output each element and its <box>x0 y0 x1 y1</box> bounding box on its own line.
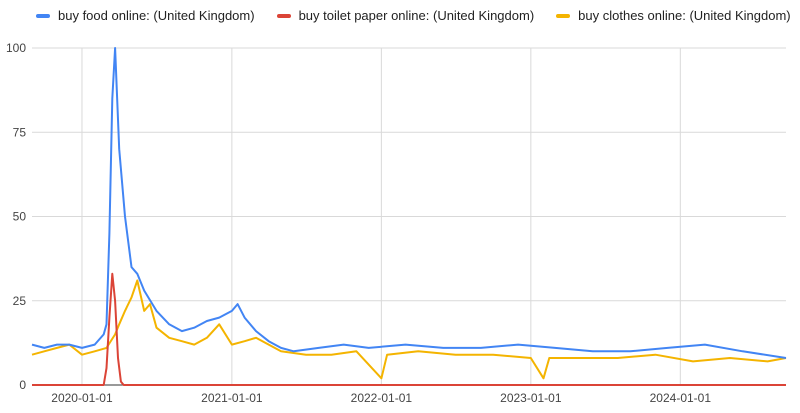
y-tick-label: 25 <box>13 294 27 308</box>
legend-label: buy clothes online: (United Kingdom) <box>578 8 791 23</box>
chart-legend: buy food online: (United Kingdom) buy toi… <box>36 8 791 23</box>
axis-labels: 0 25 50 75 100 2020-01-01 2021-01-01 2022-01-01… <box>6 41 711 405</box>
legend-item: buy food online: (United Kingdom) <box>36 8 255 23</box>
x-tick-label: 2022-01-01 <box>351 391 413 405</box>
y-tick-label: 100 <box>6 41 26 55</box>
y-tick-label: 0 <box>19 378 26 392</box>
grid-layer <box>32 47 786 386</box>
x-tick-label: 2023-01-01 <box>500 391 562 405</box>
x-tick-label: 2024-01-01 <box>650 391 712 405</box>
y-tick-label: 50 <box>13 210 27 224</box>
legend-item: buy toilet paper online: (United Kingdom… <box>276 8 535 23</box>
legend-label: buy toilet paper online: (United Kingdom… <box>298 8 535 23</box>
x-tick-label: 2020-01-01 <box>51 391 113 405</box>
y-tick-label: 75 <box>13 125 27 139</box>
series-line-clothes <box>31 279 787 380</box>
legend-label: buy food online: (United Kingdom) <box>58 8 255 23</box>
legend-swatch <box>276 13 291 18</box>
series-line-toilet-paper <box>32 272 786 386</box>
series-line-food <box>31 47 787 359</box>
legend-swatch <box>556 13 571 18</box>
x-tick-label: 2021-01-01 <box>201 391 263 405</box>
series-layer <box>31 47 787 386</box>
legend-swatch <box>36 13 50 18</box>
legend-item: buy clothes online: (United Kingdom) <box>556 8 791 23</box>
